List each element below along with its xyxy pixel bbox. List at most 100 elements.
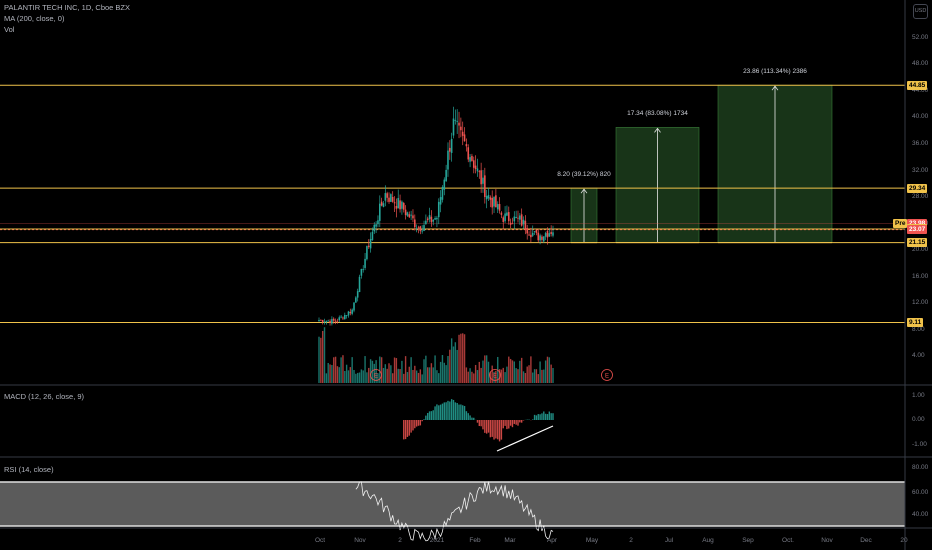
- candle-body: [491, 197, 493, 208]
- candle-body: [537, 232, 540, 241]
- candle-body: [485, 195, 488, 200]
- volume-bar: [480, 367, 482, 383]
- volume-bar: [533, 369, 536, 383]
- earnings-marker-text-0: E: [374, 374, 378, 380]
- volume-bar: [344, 370, 346, 383]
- price-badge-7: 9.11: [907, 318, 924, 327]
- macd-bar: [533, 414, 536, 420]
- target-label-2: 23.86 (113.34%) 2386: [743, 68, 807, 76]
- volume-bar: [364, 356, 366, 383]
- volume-bar: [384, 364, 387, 383]
- macd-bar: [445, 402, 447, 420]
- price-tick-1: 48.00: [912, 60, 929, 68]
- macd-histogram: [403, 399, 554, 452]
- candle-body: [443, 179, 446, 190]
- candle-body: [423, 225, 425, 231]
- legend-macd[interactable]: MACD (12, 26, close, 9): [4, 392, 85, 401]
- volume-bar: [336, 366, 339, 383]
- volume-bar: [436, 370, 438, 383]
- volume-bar: [478, 361, 480, 383]
- price-tick-6: 28.00: [912, 193, 929, 201]
- volume-bar: [511, 360, 514, 383]
- volume-bar: [539, 361, 541, 383]
- candle-body: [384, 193, 387, 201]
- volume-bar: [323, 327, 326, 383]
- legend-ma[interactable]: MA (200, close, 0): [4, 14, 65, 23]
- macd-bar: [450, 399, 453, 420]
- volume-bar: [502, 367, 504, 383]
- volume-bar: [430, 363, 433, 383]
- volume-bar: [406, 372, 409, 383]
- candle-body: [338, 317, 341, 321]
- candle-body: [332, 318, 335, 321]
- candle-body: [347, 311, 350, 316]
- volume-bar: [360, 369, 363, 383]
- candle-body: [321, 319, 324, 323]
- legend-rsi[interactable]: RSI (14, close): [4, 465, 54, 474]
- candle-body: [487, 195, 490, 199]
- candle-body: [408, 214, 411, 218]
- macd-bar: [546, 414, 549, 420]
- candle-body: [391, 196, 394, 202]
- volume-bar: [362, 370, 364, 383]
- x-tick-1: Nov: [354, 537, 366, 544]
- volume-bar: [498, 369, 501, 383]
- volume-bar: [410, 357, 412, 383]
- price-tick-5: 32.00: [912, 166, 929, 174]
- candle-body: [436, 217, 438, 220]
- volume-bar: [471, 371, 473, 383]
- candle-body: [550, 232, 552, 234]
- candle-body: [434, 218, 436, 220]
- price-tick-3: 40.00: [912, 113, 929, 121]
- candle-body: [456, 121, 458, 123]
- candle-body: [367, 245, 370, 248]
- earnings-marker-0: [370, 369, 382, 381]
- macd-bar: [404, 420, 407, 440]
- macd-bar: [491, 420, 493, 437]
- legend-volume[interactable]: Vol: [4, 25, 15, 34]
- x-tick-7: May: [585, 537, 599, 544]
- macd-bar: [548, 411, 551, 420]
- candle-body: [528, 234, 530, 236]
- candle-body: [504, 213, 506, 222]
- x-tick-12: Oct.: [782, 537, 794, 544]
- candlesticks: [318, 106, 554, 326]
- candle-body: [530, 234, 532, 238]
- candle-body: [461, 131, 464, 136]
- candle-body: [353, 302, 355, 311]
- macd-bar: [532, 419, 534, 420]
- x-tick-5: Mar: [504, 537, 516, 544]
- currency-button[interactable]: USD: [913, 4, 928, 19]
- volume-bar: [373, 363, 375, 383]
- candle-body: [500, 212, 503, 215]
- macd-bar: [487, 420, 490, 433]
- candle-body: [526, 228, 529, 234]
- candle-body: [469, 157, 471, 162]
- macd-bar: [495, 420, 497, 439]
- candle-body: [419, 226, 422, 232]
- x-tick-4: Feb: [469, 537, 481, 544]
- volume-bar: [434, 355, 436, 383]
- candle-body: [480, 170, 482, 185]
- macd-bar: [493, 420, 495, 440]
- candle-body: [458, 122, 460, 126]
- volume-bar: [537, 374, 539, 383]
- volume-bar: [399, 369, 401, 383]
- candle-body: [441, 186, 444, 200]
- rsi-pane: [0, 481, 905, 542]
- volume-bar: [445, 365, 447, 383]
- volume-bar: [550, 364, 552, 383]
- macd-bar: [456, 402, 458, 420]
- macd-bar: [544, 413, 547, 420]
- macd-bar: [427, 412, 429, 420]
- volume-bar: [458, 334, 460, 383]
- volume-bar: [443, 362, 445, 383]
- macd-bar: [465, 411, 468, 420]
- volume-bar: [353, 369, 355, 383]
- macd-tick-1: 0.00: [912, 416, 925, 423]
- volume-bar: [423, 359, 425, 383]
- legend-symbol[interactable]: PALANTIR TECH INC, 1D, Cboe BZX: [4, 3, 131, 12]
